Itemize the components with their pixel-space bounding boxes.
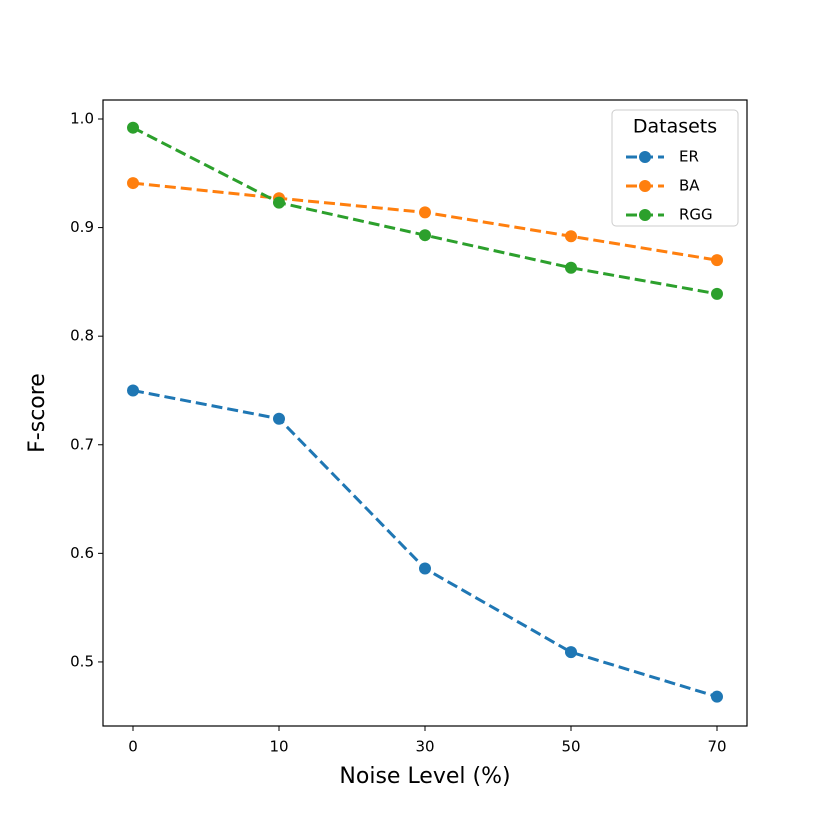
data-point [127, 384, 139, 397]
data-point [565, 230, 577, 243]
data-point [419, 562, 431, 575]
data-point [419, 206, 431, 219]
x-tick-label: 10 [269, 738, 288, 756]
x-tick-label: 70 [707, 738, 726, 756]
legend-label: ER [679, 148, 699, 166]
data-point [127, 177, 139, 190]
legend-marker [639, 180, 651, 192]
data-point [565, 261, 577, 274]
data-point [565, 646, 577, 659]
x-tick-label: 50 [561, 738, 580, 756]
y-tick-label: 0.8 [70, 327, 94, 345]
y-tick-label: 0.6 [70, 544, 94, 562]
data-point [711, 287, 723, 300]
legend-marker [639, 151, 651, 163]
y-tick-label: 1.0 [70, 110, 94, 128]
legend-box [611, 109, 739, 227]
x-tick-label: 0 [128, 738, 138, 756]
x-axis-label: Noise Level (%) [339, 764, 510, 789]
data-point [419, 229, 431, 242]
data-point [127, 121, 139, 134]
data-point [711, 254, 723, 267]
legend-marker [639, 209, 651, 221]
y-axis-label: F-score [25, 373, 50, 453]
y-tick-label: 0.9 [70, 218, 94, 236]
legend-label: RGG [679, 206, 713, 224]
data-point [711, 690, 723, 703]
x-tick-label: 30 [415, 738, 434, 756]
legend-title: Datasets [633, 116, 717, 138]
data-point [273, 196, 285, 209]
y-tick-label: 0.5 [70, 652, 94, 670]
y-tick-label: 0.7 [70, 435, 94, 453]
series-line [132, 388, 718, 699]
legend-label: BA [679, 177, 700, 195]
data-point [273, 412, 285, 425]
